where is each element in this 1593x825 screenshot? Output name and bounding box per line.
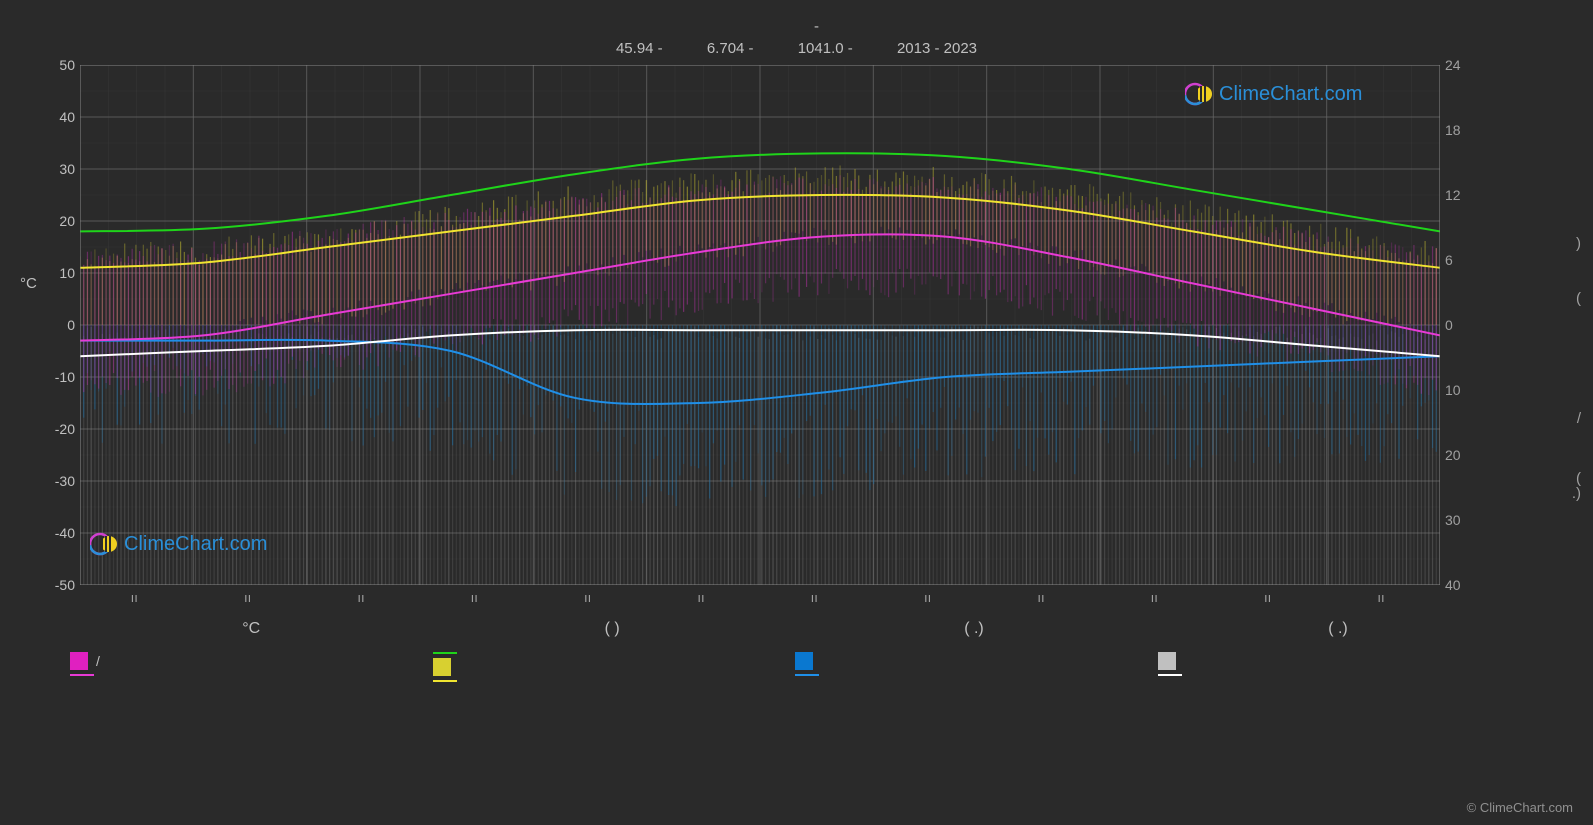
legend-line-blue [795, 674, 819, 676]
x-tick-label: ıı [244, 590, 251, 605]
x-tick-label: ıı [1264, 590, 1271, 605]
x-tick-label: ıı [697, 590, 704, 605]
header-years: 2013 - 2023 [897, 40, 977, 57]
climechart-logo-icon [1185, 80, 1213, 108]
x-tick-label: ıı [131, 590, 138, 605]
y-left-tick-label: -20 [55, 421, 75, 437]
y-left-tick-label: 50 [59, 57, 75, 73]
y-left-ticks: 50403020100-10-20-30-40-50 [40, 65, 75, 585]
legend-line-magenta [70, 674, 94, 676]
logo-text: ClimeChart.com [1219, 83, 1362, 106]
y-right-tick-label: 30 [1445, 512, 1461, 528]
y-left-tick-label: -30 [55, 473, 75, 489]
y-right-tick-label: 18 [1445, 122, 1461, 138]
legend-col-1: / [70, 648, 433, 686]
legend-line-green [433, 652, 457, 654]
logo-text: ClimeChart.com [124, 533, 267, 556]
x-tick-label: ıı [584, 590, 591, 605]
y-right-tick-label: 20 [1445, 447, 1461, 463]
y-left-tick-label: 0 [67, 317, 75, 333]
legend-col-2 [433, 648, 796, 686]
y-right-tick-label: 6 [1445, 252, 1453, 268]
legend-header-1: °C [242, 620, 260, 638]
header-lat: 45.94 - [616, 40, 663, 57]
legend-header-2: ( ) [605, 620, 620, 638]
climechart-logo-icon [90, 530, 118, 558]
y-left-tick-label: -40 [55, 525, 75, 541]
header-dash: - [814, 18, 819, 35]
legend-header-4: ( .) [1328, 620, 1348, 638]
legend-col-4 [1158, 648, 1521, 686]
y-left-label: °C [20, 275, 37, 292]
y-left-tick-label: 40 [59, 109, 75, 125]
y-right-tick-label: 10 [1445, 382, 1461, 398]
y-left-tick-label: -50 [55, 577, 75, 593]
y-right-tick-label: 24 [1445, 57, 1461, 73]
legend-line-yellow [433, 680, 457, 682]
y-left-tick-label: 10 [59, 265, 75, 281]
header-elev: 1041.0 - [798, 40, 853, 57]
x-tick-label: ıı [357, 590, 364, 605]
x-tick-label: ıı [924, 590, 931, 605]
y-right-tick-label: 40 [1445, 577, 1461, 593]
copyright-text: © ClimeChart.com [1467, 800, 1573, 815]
y-left-tick-label: -10 [55, 369, 75, 385]
climate-chart [80, 65, 1440, 585]
x-axis-ticks: ıı ıı ıı ıı ıı ıı ıı ıı ıı ıı ıı ıı [80, 590, 1440, 610]
y-right-tick-label: 12 [1445, 187, 1461, 203]
legend-col-3 [795, 648, 1158, 686]
legend-swatch-grey [1158, 652, 1176, 670]
legend: °C ( ) ( .) ( .) / [70, 620, 1520, 686]
logo-top-right: ClimeChart.com [1185, 80, 1362, 113]
x-tick-label: ıı [1037, 590, 1044, 605]
x-tick-label: ıı [811, 590, 818, 605]
legend-header-3: ( .) [964, 620, 984, 638]
chart-header: - 45.94 - 6.704 - 1041.0 - 2013 - 2023 [0, 40, 1593, 57]
logo-bottom-left: ClimeChart.com [90, 530, 267, 563]
legend-swatch-magenta [70, 652, 88, 670]
y-right-tick-label: 0 [1445, 317, 1453, 333]
legend-swatch-yellow [433, 658, 451, 676]
legend-line-white [1158, 674, 1182, 676]
x-tick-label: ıı [1151, 590, 1158, 605]
header-lon: 6.704 - [707, 40, 754, 57]
y-left-tick-label: 20 [59, 213, 75, 229]
x-tick-label: ıı [471, 590, 478, 605]
x-tick-label: ıı [1377, 590, 1384, 605]
legend-swatch-blue [795, 652, 813, 670]
y-left-tick-label: 30 [59, 161, 75, 177]
y-right-ticks: 2418126010203040 [1445, 65, 1475, 585]
y-right-annotations: ) ( / ( .) [1561, 60, 1581, 580]
